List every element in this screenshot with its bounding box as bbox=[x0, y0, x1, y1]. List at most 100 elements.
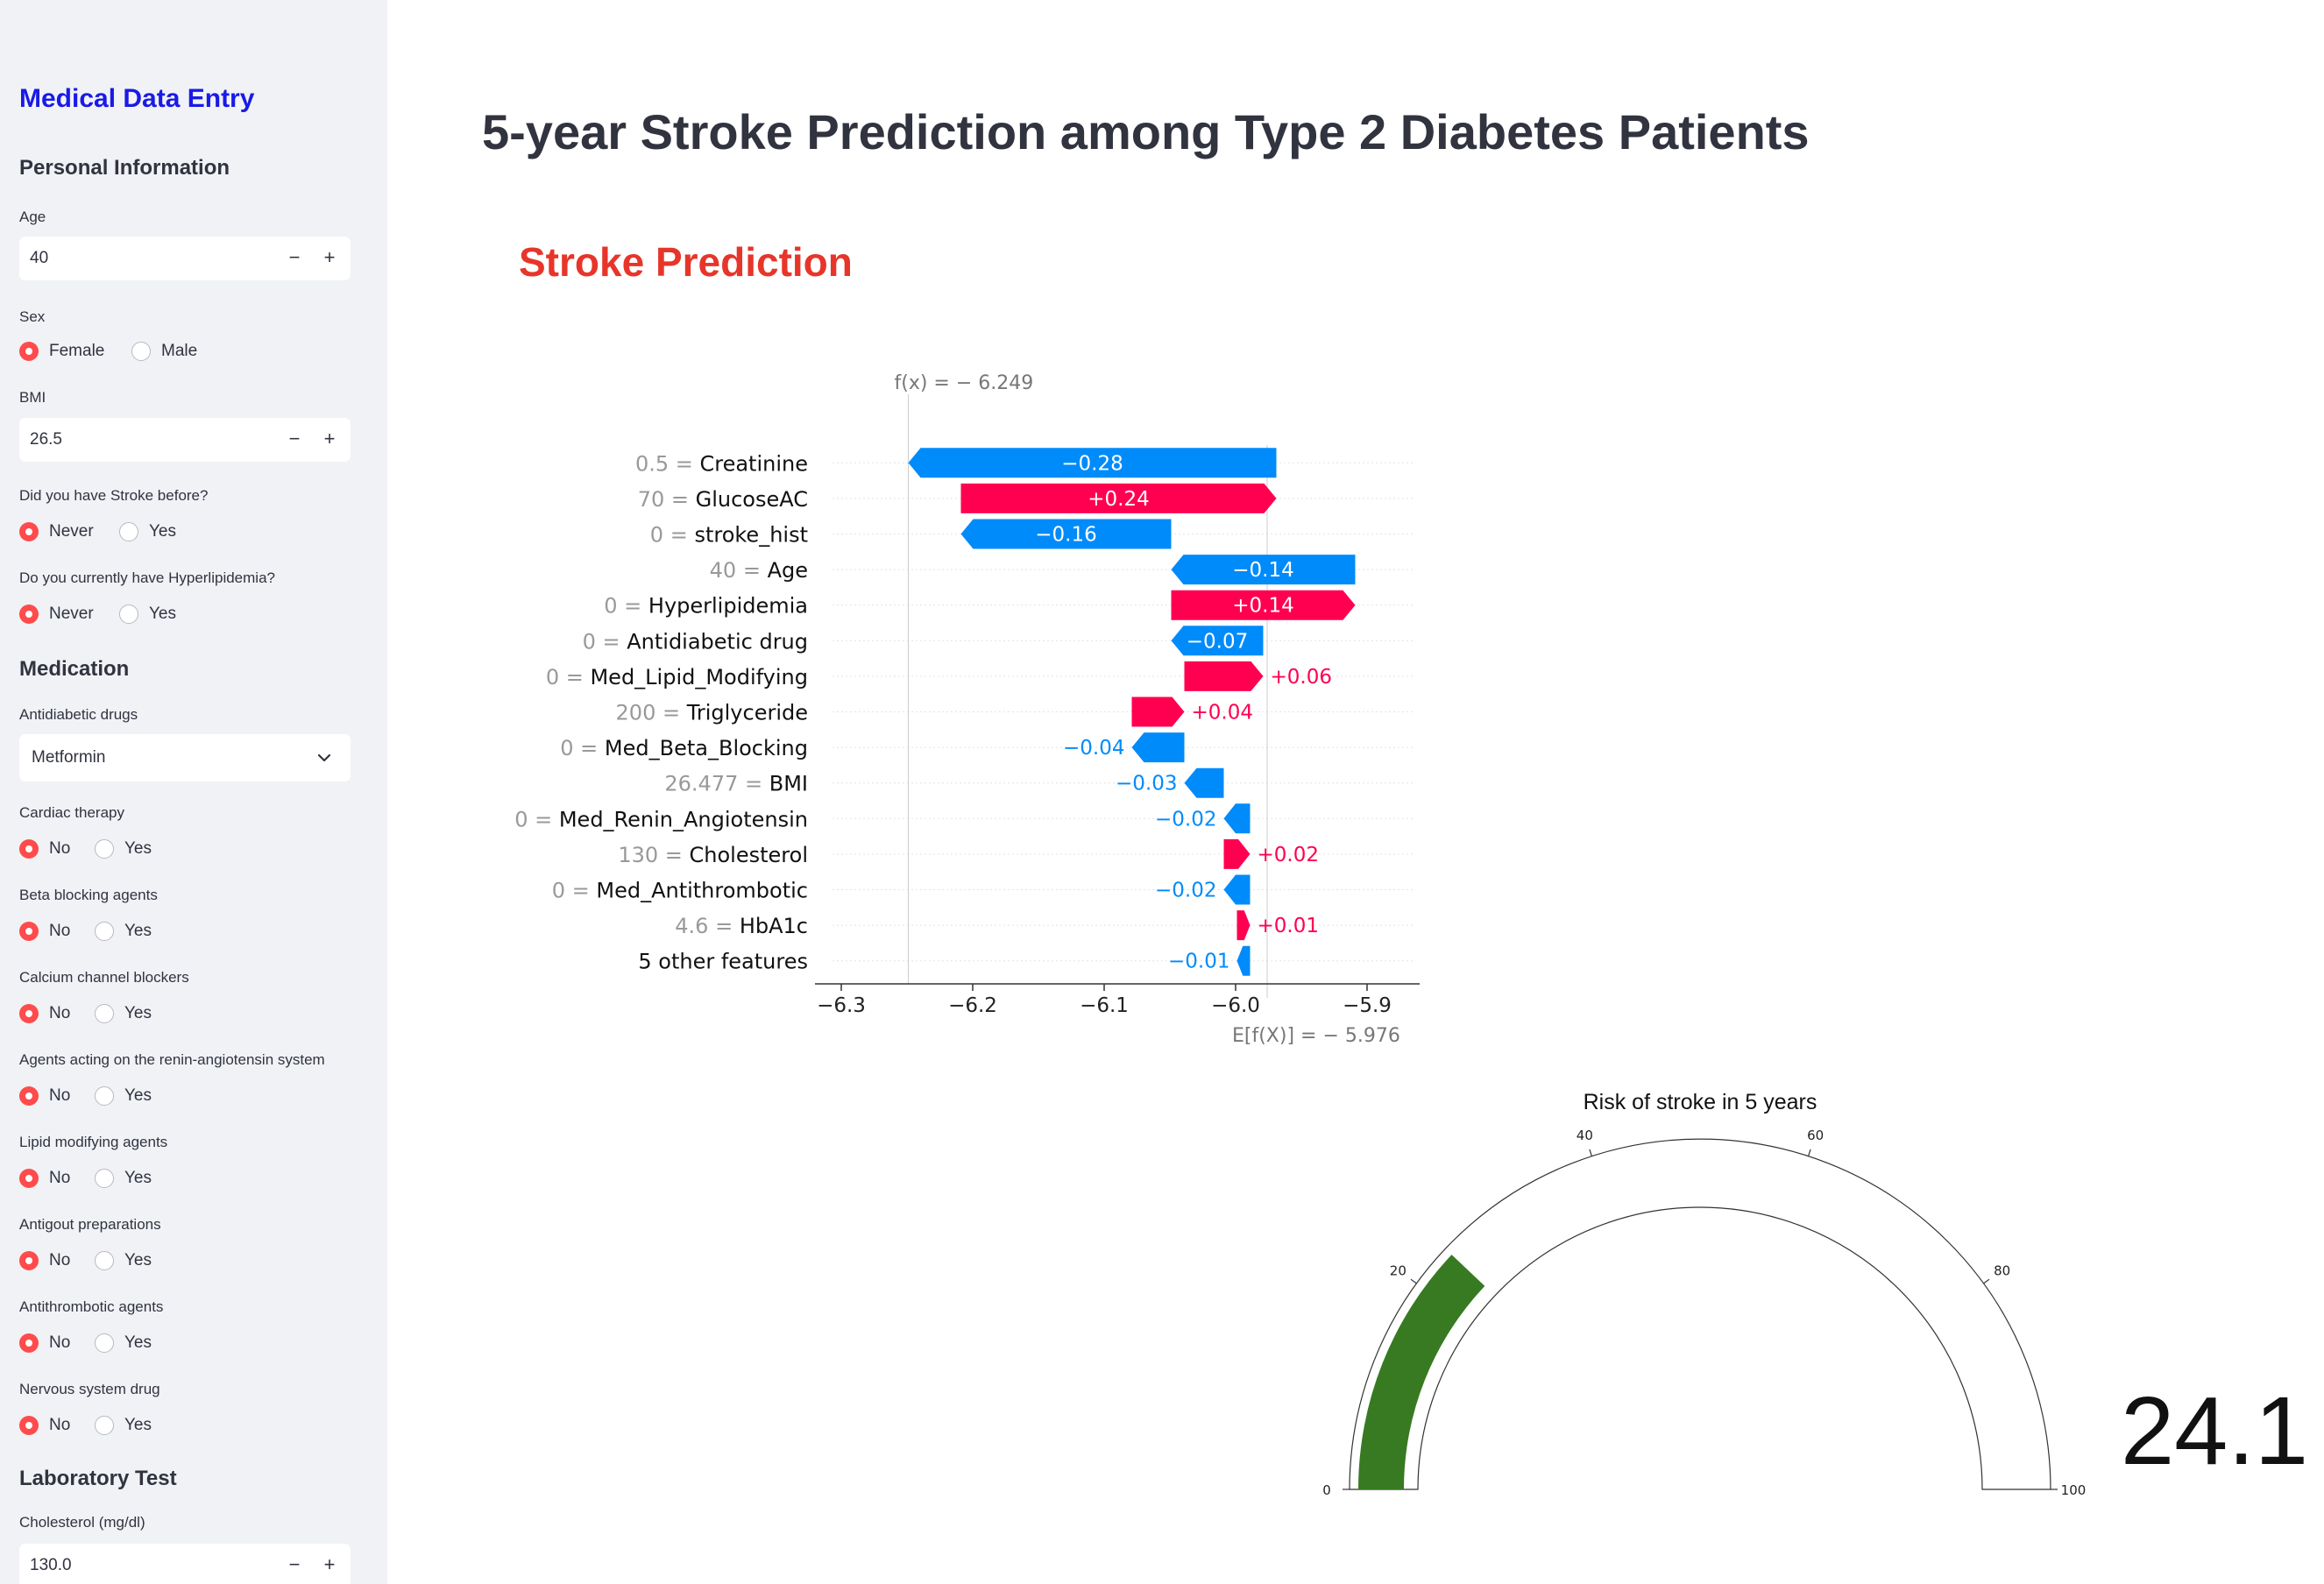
feature-value: 26.477 bbox=[664, 772, 738, 796]
waterfall-bar-label-4: +0.14 bbox=[1232, 595, 1293, 618]
gauge-tick-label-4: 80 bbox=[1994, 1263, 2010, 1279]
beta-label: Beta blocking agents bbox=[19, 887, 158, 903]
section-personal-information: Personal Information bbox=[19, 156, 230, 180]
radio-selected-icon[interactable] bbox=[19, 1086, 39, 1106]
radio-unselected-icon[interactable] bbox=[119, 605, 138, 624]
feature-value: 0 bbox=[650, 523, 663, 548]
cholesterol-input[interactable]: 130.0 − + bbox=[19, 1544, 351, 1584]
bmi-decrement-button[interactable]: − bbox=[288, 428, 301, 449]
radio-selected-icon[interactable] bbox=[19, 1416, 39, 1435]
feature-label-5: 0 = Antidiabetic drug bbox=[583, 629, 808, 654]
bmi-value[interactable]: 26.5 bbox=[30, 430, 62, 449]
radio-label: Female bbox=[49, 342, 105, 360]
waterfall-bar-9 bbox=[1184, 767, 1224, 798]
sidebar-title: Medical Data Entry bbox=[19, 84, 255, 113]
feature-equals-sign: = bbox=[738, 772, 769, 796]
feature-label-2: 0 = stroke_hist bbox=[650, 523, 808, 548]
cholesterol-label: Cholesterol (mg/dl) bbox=[19, 1514, 145, 1531]
radio-label: Yes bbox=[124, 922, 152, 940]
waterfall-bar-14 bbox=[1236, 945, 1251, 976]
age-decrement-button[interactable]: − bbox=[288, 246, 301, 268]
feature-name: Age bbox=[768, 558, 808, 583]
x-axis-tick-label-2: −6.1 bbox=[1080, 994, 1129, 1017]
bmi-increment-button[interactable]: + bbox=[323, 428, 336, 449]
radio-unselected-icon[interactable] bbox=[95, 1416, 114, 1435]
waterfall-bar-label-0: −0.28 bbox=[1061, 452, 1123, 475]
radio-selected-icon[interactable] bbox=[19, 522, 39, 541]
feature-label-1: 70 = GlucoseAC bbox=[638, 487, 808, 512]
sidebar: Medical Data Entry Personal Information … bbox=[0, 0, 387, 1584]
chevron-down-icon[interactable] bbox=[314, 734, 335, 781]
radio-label: Yes bbox=[124, 1251, 152, 1269]
section-medication: Medication bbox=[19, 657, 130, 681]
gauge-tick-label-5: 100 bbox=[2061, 1482, 2087, 1498]
gauge-tick-4 bbox=[1983, 1278, 1990, 1284]
radio-unselected-icon[interactable] bbox=[95, 1251, 114, 1270]
radio-label: Yes bbox=[124, 1333, 152, 1352]
cholesterol-increment-button[interactable]: + bbox=[323, 1553, 336, 1575]
waterfall-bar-4 bbox=[1171, 590, 1356, 620]
radio-unselected-icon[interactable] bbox=[95, 839, 114, 859]
age-value[interactable]: 40 bbox=[30, 249, 49, 267]
feature-equals-sign: = bbox=[596, 629, 627, 654]
feature-label-10: 0 = Med_Renin_Angiotensin bbox=[514, 807, 808, 831]
radio-unselected-icon[interactable] bbox=[119, 522, 138, 541]
waterfall-bar-12 bbox=[1223, 874, 1251, 905]
radio-selected-icon[interactable] bbox=[19, 342, 39, 361]
cholesterol-decrement-button[interactable]: − bbox=[288, 1553, 301, 1575]
bmi-input[interactable]: 26.5 − + bbox=[19, 418, 351, 462]
feature-name: stroke_hist bbox=[694, 523, 808, 548]
nervous-label: Nervous system drug bbox=[19, 1381, 160, 1397]
x-axis-tick-label-0: −6.3 bbox=[817, 994, 866, 1017]
feature-label-14: 5 other features bbox=[638, 950, 808, 974]
radio-label: Yes bbox=[124, 1086, 152, 1105]
risk-gauge-value: 24.1 bbox=[2121, 1377, 2309, 1485]
radio-label: No bbox=[49, 1004, 71, 1022]
radio-unselected-icon[interactable] bbox=[95, 1086, 114, 1106]
waterfall-bar-label-11: +0.02 bbox=[1258, 844, 1319, 866]
page-title: 5-year Stroke Prediction among Type 2 Di… bbox=[482, 104, 1810, 159]
feature-equals-sign: = bbox=[658, 843, 689, 867]
radio-unselected-icon[interactable] bbox=[95, 1169, 114, 1188]
feature-equals-sign: = bbox=[565, 879, 596, 903]
feature-value: 130 bbox=[618, 843, 658, 867]
feature-label-9: 26.477 = BMI bbox=[664, 772, 808, 796]
radio-selected-icon[interactable] bbox=[19, 1333, 39, 1353]
age-input[interactable]: 40 − + bbox=[19, 237, 351, 280]
radio-label: Yes bbox=[124, 1416, 152, 1434]
waterfall-bar-label-2: −0.16 bbox=[1035, 524, 1096, 547]
radio-selected-icon[interactable] bbox=[19, 1169, 39, 1188]
radio-unselected-icon[interactable] bbox=[95, 922, 114, 941]
radio-selected-icon[interactable] bbox=[19, 1251, 39, 1270]
age-increment-button[interactable]: + bbox=[323, 246, 336, 268]
radio-selected-icon[interactable] bbox=[19, 1004, 39, 1023]
gauge-tick-label-2: 40 bbox=[1576, 1128, 1593, 1143]
radio-unselected-icon[interactable] bbox=[95, 1333, 114, 1353]
feature-name: Creatinine bbox=[699, 451, 808, 476]
feature-equals-sign: = bbox=[708, 914, 739, 938]
radio-selected-icon[interactable] bbox=[19, 839, 39, 859]
feature-value: 0 bbox=[546, 665, 559, 689]
cholesterol-value[interactable]: 130.0 bbox=[30, 1556, 72, 1574]
waterfall-bar-10 bbox=[1223, 803, 1251, 834]
antidiabetic-label: Antidiabetic drugs bbox=[19, 706, 138, 723]
radio-unselected-icon[interactable] bbox=[131, 342, 151, 361]
feature-label-6: 0 = Med_Lipid_Modifying bbox=[546, 665, 808, 689]
calcium-label: Calcium channel blockers bbox=[19, 969, 189, 986]
feature-value: 0 bbox=[514, 807, 528, 831]
radio-label: No bbox=[49, 1333, 71, 1352]
gauge-tick-label-3: 60 bbox=[1807, 1128, 1824, 1143]
waterfall-bar-label-12: −0.02 bbox=[1155, 880, 1216, 902]
cardiac-label: Cardiac therapy bbox=[19, 804, 125, 821]
antidiabetic-select[interactable]: Metformin bbox=[19, 734, 351, 781]
radio-unselected-icon[interactable] bbox=[95, 1004, 114, 1023]
antidiabetic-selected-value[interactable]: Metformin bbox=[32, 748, 106, 767]
antigout-label: Antigout preparations bbox=[19, 1216, 161, 1233]
feature-value: 0 bbox=[583, 629, 596, 654]
waterfall-bar-8 bbox=[1131, 732, 1185, 763]
x-axis-tick-label-1: −6.2 bbox=[948, 994, 997, 1017]
feature-label-4: 0 = Hyperlipidemia bbox=[604, 594, 808, 619]
radio-selected-icon[interactable] bbox=[19, 922, 39, 941]
radio-selected-icon[interactable] bbox=[19, 605, 39, 624]
feature-equals-sign: = bbox=[559, 665, 590, 689]
